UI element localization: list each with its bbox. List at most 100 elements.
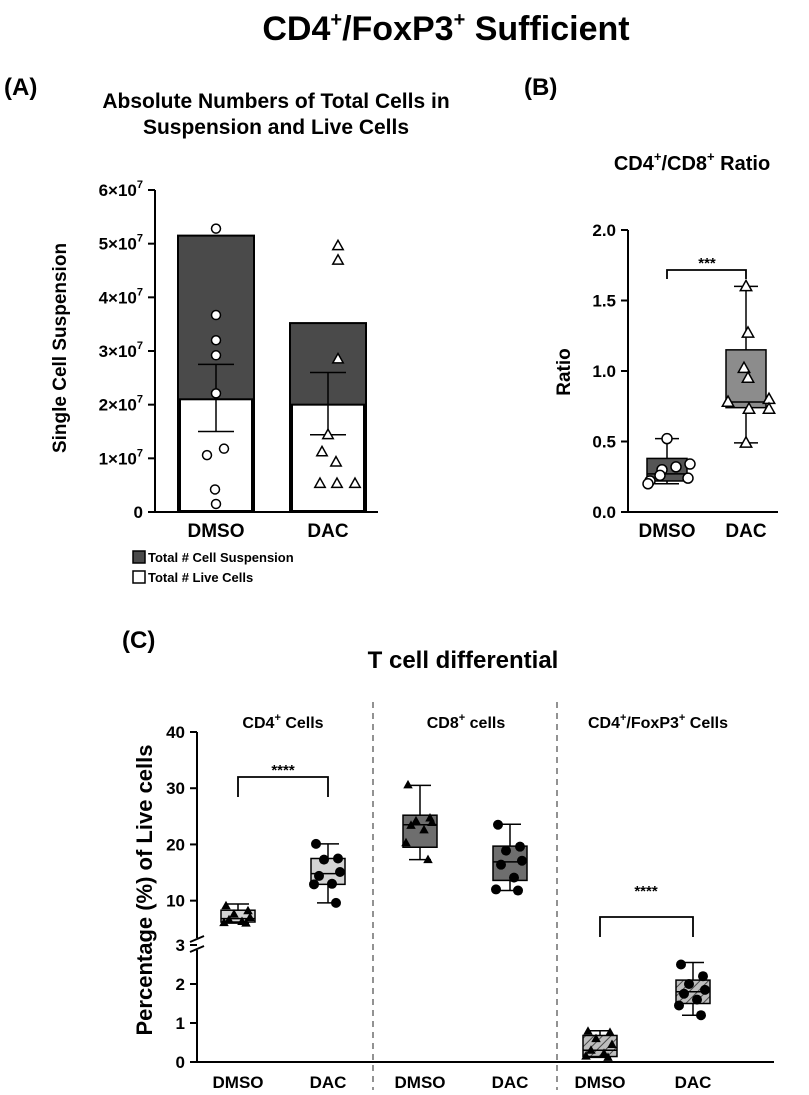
- panel-a-bars: [177, 234, 367, 513]
- panel-c-ylabel: Percentage (%) of Live cells: [132, 745, 157, 1036]
- data-point-g2-dac: [496, 859, 506, 870]
- data-point-g1-dmso: [243, 905, 253, 915]
- panel-b-significance-bracket: [666, 269, 747, 279]
- data-point-g1-dmso: [241, 918, 251, 927]
- panel-a-label: (A): [4, 74, 37, 101]
- panel-c-y-tick-label: 0: [176, 1053, 185, 1072]
- data-point-dac: [762, 401, 776, 415]
- data-point-dac: [329, 455, 343, 467]
- data-point-dac: [331, 253, 345, 265]
- data-point-dmso: [210, 223, 222, 234]
- panel-c-significance-label-cd4: ****: [271, 762, 295, 779]
- panel-c-title: T cell differential: [368, 647, 559, 674]
- data-point-g1-dac: [319, 854, 329, 865]
- data-point-g2-dac: [501, 845, 511, 856]
- panel-c-significance-bracket-foxp3: [599, 916, 694, 937]
- data-point-g3-dmso: [607, 1039, 617, 1048]
- data-point-g1-dac: [333, 853, 343, 864]
- panel-c-x-label: DMSO: [575, 1073, 626, 1092]
- panel-a-ylabel: Single Cell Suspension: [50, 243, 71, 453]
- data-point-g2-dac: [517, 855, 527, 866]
- data-point-g2-dmso: [401, 837, 411, 847]
- panel-b-label: (B): [524, 74, 557, 101]
- data-point-g1-dmso: [245, 912, 255, 922]
- panel-b-y-tick-label: 0.5: [592, 433, 616, 452]
- panel-a-y-tick-label: 6×107: [99, 179, 143, 200]
- data-point-g1-dac: [327, 878, 337, 889]
- panel-c-xlabels: DMSO DAC DMSO DAC DMSO DAC: [213, 1073, 712, 1092]
- panel-c: (C) T cell differential Percentage (%) o…: [122, 627, 774, 1092]
- panel-a-y-tick-label: 2×107: [99, 394, 143, 415]
- panel-b-y-tick-label: 0.0: [592, 503, 616, 522]
- data-point-g3-dac: [698, 971, 708, 982]
- data-point-g2-dac: [493, 819, 503, 830]
- data-point-g3-dmso: [583, 1026, 593, 1035]
- data-point-g2-dmso: [403, 779, 413, 789]
- data-point-dac: [331, 352, 345, 364]
- panel-a-title-line1: Absolute Numbers of Total Cells in: [102, 90, 449, 113]
- panel-c-label: (C): [122, 627, 155, 654]
- legend-label-suspension: Total # Cell Suspension: [148, 550, 294, 565]
- data-point-g2-dac: [515, 841, 525, 852]
- data-point-g2-dmso: [427, 817, 437, 827]
- data-point-g1-dac: [309, 879, 319, 890]
- data-point-g2-dmso: [423, 854, 433, 864]
- data-point-g2-dmso: [419, 824, 429, 834]
- panel-b-x-label: DMSO: [639, 521, 696, 542]
- data-point-g3-dac: [674, 1000, 684, 1011]
- data-point-g3-dac: [684, 979, 694, 989]
- panel-c-x-label: DAC: [492, 1073, 529, 1092]
- data-point-dac: [321, 427, 335, 440]
- panel-c-boxes: [219, 779, 711, 1061]
- panel-b-y-tick-label: 1.5: [592, 292, 616, 311]
- data-point-dac: [737, 360, 751, 374]
- data-point-g3-dac: [692, 994, 702, 1005]
- panel-a-y-tick-label: 1×107: [99, 447, 143, 468]
- panel-c-axes: 0 1 2 3 10 20 30 40: [166, 723, 774, 1072]
- data-point-g1-dac: [311, 838, 321, 849]
- legend-swatch-suspension: [132, 550, 146, 564]
- panel-a-y-tick-label: 3×107: [99, 340, 143, 361]
- data-point-g3-dac: [679, 988, 689, 999]
- panel-b-y-tick-label: 1.0: [592, 362, 616, 381]
- panel-c-group-foxp3-label: CD4+/FoxP3+ Cells: [588, 712, 728, 732]
- box-g1-dmso: [220, 909, 256, 923]
- panel-c-x-label: DMSO: [213, 1073, 264, 1092]
- panel-a-y-tick-label: 5×107: [99, 233, 143, 254]
- panel-b-y-tick-label: 2.0: [592, 221, 616, 240]
- data-point-dmso: [209, 484, 221, 495]
- panel-a-points: [201, 223, 362, 510]
- panel-c-y-tick-label: 3: [176, 936, 185, 955]
- data-point-dac: [315, 444, 329, 457]
- data-point-g2-dac: [513, 885, 523, 896]
- panel-c-axis-break-mark: [189, 935, 205, 943]
- data-point-dmso: [210, 388, 222, 399]
- data-point-g2-dac: [491, 884, 501, 895]
- data-point-dac: [739, 278, 753, 292]
- panel-c-y-tick-label: 40: [166, 723, 185, 742]
- data-point-dmso: [218, 443, 230, 454]
- panel-b: (B) CD4+/CD8+ Ratio Ratio 0.0 0.5 1.0 1.5 2.…: [524, 74, 778, 542]
- panel-c-significance-bracket-cd4: [237, 776, 329, 797]
- panel-b-axes: 0.0 0.5 1.0 1.5 2.0: [592, 221, 778, 522]
- data-point-dac: [330, 476, 344, 489]
- panel-c-y-tick-label: 10: [166, 892, 185, 911]
- panel-c-x-label: DAC: [675, 1073, 712, 1092]
- data-point-dmso: [654, 469, 666, 482]
- data-point-dmso: [210, 350, 222, 361]
- legend-label-live: Total # Live Cells: [148, 570, 253, 585]
- figure-title: CD4+/FoxP3+ Sufficient: [262, 9, 629, 48]
- data-point-g2-dmso: [411, 815, 421, 825]
- data-point-dac: [348, 476, 362, 489]
- panel-c-y-tick-label: 1: [176, 1014, 185, 1033]
- data-point-g3-dac: [676, 959, 686, 970]
- panel-a-xlabels: DMSO DAC: [188, 521, 349, 542]
- panel-a-y-tick-label: 0: [134, 503, 143, 522]
- panel-b-significance-label: ***: [698, 255, 716, 272]
- data-point-dac: [721, 394, 735, 407]
- data-point-g3-dac: [700, 984, 710, 995]
- panel-b-ylabel: Ratio: [554, 348, 575, 396]
- data-point-g1-dac: [331, 897, 341, 908]
- panel-a: (A) Absolute Numbers of Total Cells in S…: [4, 74, 450, 585]
- panel-b-boxes: [642, 278, 776, 490]
